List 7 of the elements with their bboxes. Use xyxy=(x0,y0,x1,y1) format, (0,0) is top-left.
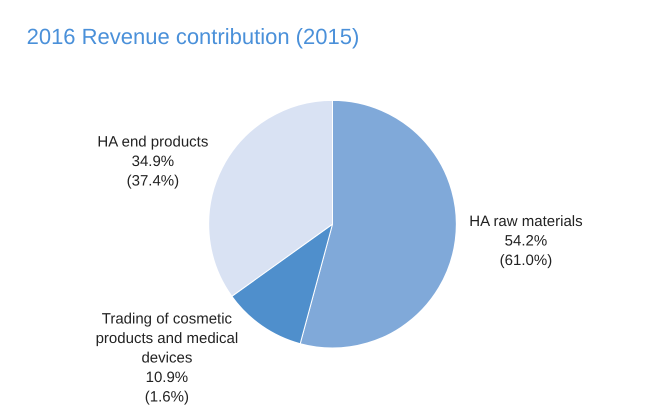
slice-label: Trading of cosmetic products and medical devices xyxy=(96,310,238,366)
slice-label: HA raw materials xyxy=(469,212,583,230)
chart-title: 2016 Revenue contribution (2015) xyxy=(26,24,360,50)
data-label: 34.9% (37.4%) xyxy=(126,153,180,190)
data-label: 54.2% (61.0%) xyxy=(500,232,552,269)
slice-label: HA end products xyxy=(97,134,208,151)
data-label: 10.9% (1.6%) xyxy=(144,369,189,406)
